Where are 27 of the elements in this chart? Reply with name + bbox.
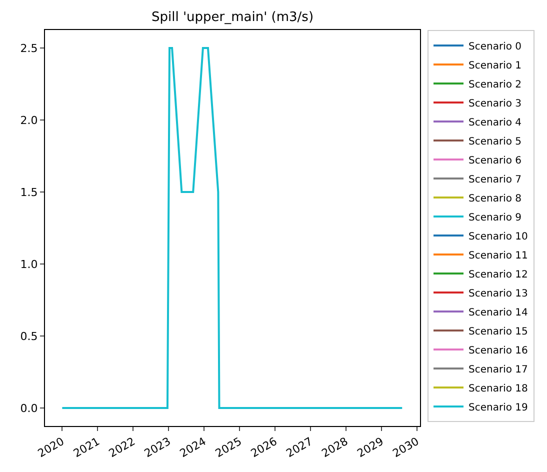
- y-tick-label: 2.0: [20, 114, 38, 127]
- legend-label: Scenario 15: [468, 326, 528, 338]
- legend-label: Scenario 10: [468, 231, 528, 242]
- legend-label: Scenario 18: [468, 383, 528, 394]
- legend-label: Scenario 5: [468, 136, 522, 148]
- y-tick-label: 0.5: [20, 330, 38, 343]
- legend-label: Scenario 1: [468, 60, 522, 72]
- legend-label: Scenario 16: [468, 345, 528, 356]
- y-tick-label: 1.0: [20, 258, 38, 271]
- y-tick-label: 2.5: [20, 42, 38, 55]
- legend-label: Scenario 0: [468, 41, 522, 52]
- chart-title: Spill 'upper_main' (m3/s): [151, 10, 314, 25]
- y-tick-label: 1.5: [20, 186, 38, 199]
- legend-label: Scenario 2: [468, 79, 522, 90]
- legend-label: Scenario 6: [468, 155, 522, 166]
- legend-label: Scenario 13: [468, 288, 528, 300]
- legend-label: Scenario 4: [468, 117, 522, 128]
- legend-label: Scenario 3: [468, 98, 522, 110]
- legend-label: Scenario 17: [468, 364, 528, 376]
- legend-label: Scenario 9: [468, 212, 522, 224]
- y-tick-label: 0.0: [20, 402, 38, 415]
- legend-label: Scenario 14: [468, 307, 528, 318]
- legend-label: Scenario 12: [468, 269, 528, 280]
- legend-label: Scenario 11: [468, 250, 528, 262]
- legend-label: Scenario 19: [468, 402, 528, 414]
- legend-label: Scenario 7: [468, 174, 522, 186]
- legend-label: Scenario 8: [468, 193, 522, 204]
